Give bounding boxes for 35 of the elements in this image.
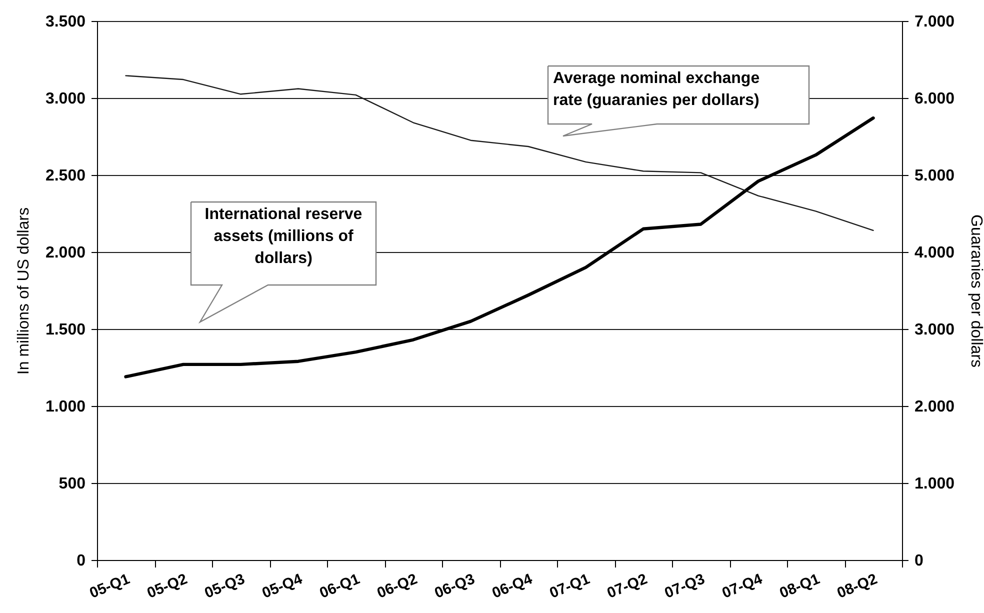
y2-tick-label: 6.000 <box>914 90 955 108</box>
y2-tick-label: 4.000 <box>914 244 955 262</box>
x-tick-label: 06-Q4 <box>490 570 536 602</box>
annotation: Average nominal exchange rate (guaranies per dollars) <box>553 70 760 109</box>
y-tick-label: 0 <box>76 552 86 570</box>
x-tick-label: 08-Q1 <box>777 570 822 602</box>
y-tick-label: 500 <box>58 476 86 492</box>
x-tick-label: 06-Q1 <box>317 570 362 602</box>
y-tick-label: 1.500 <box>45 322 86 338</box>
y-tick-label: 2.500 <box>45 168 86 184</box>
y-tick-label: 3.500 <box>45 14 86 30</box>
x-tick-label: 07-Q3 <box>662 570 708 602</box>
x-tick-label: 06-Q2 <box>374 570 420 602</box>
x-tick-label: 05-Q1 <box>87 570 132 602</box>
y2-tick-label: 1.000 <box>914 476 955 492</box>
x-tick-label: 08-Q2 <box>834 570 880 602</box>
y2-tick-label: 0 <box>914 552 924 570</box>
x-tick-label: 05-Q2 <box>144 570 190 602</box>
x-tick-label: 07-Q1 <box>547 570 592 602</box>
y-tick-label: 3.000 <box>45 90 86 108</box>
x-tick-label: 05-Q4 <box>260 570 306 602</box>
x-tick-label: 07-Q2 <box>604 570 650 602</box>
x-tick-label: 07-Q4 <box>720 570 766 602</box>
y2-axis-title: Guaranies per dollars <box>968 214 984 368</box>
x-tick-label: 05-Q3 <box>202 570 248 602</box>
y-axis-title: In millions of US dollars <box>15 207 32 375</box>
y2-tick-label: 2.000 <box>914 398 955 416</box>
y2-tick-label: 7.000 <box>914 14 955 30</box>
y-tick-label: 2.000 <box>45 244 86 262</box>
y-tick-label: 1.000 <box>45 398 86 416</box>
line-series <box>124 116 875 378</box>
y2-tick-label: 5.000 <box>914 168 955 184</box>
y2-tick-label: 3.000 <box>914 322 955 338</box>
annotation: International reserve assets (millions of dollars) <box>204 206 362 267</box>
x-tick-label: 06-Q3 <box>432 570 478 602</box>
